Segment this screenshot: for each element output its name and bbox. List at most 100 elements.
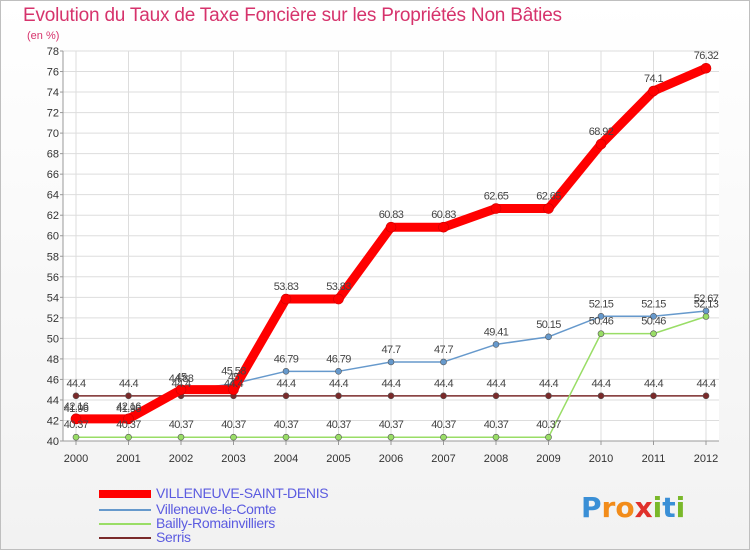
legend-label: Villeneuve-le-Comte xyxy=(156,501,277,517)
y-tick-label: 44 xyxy=(47,395,59,407)
data-label: 49.41 xyxy=(484,326,509,338)
y-tick-label: 56 xyxy=(47,272,59,284)
data-label: 44.4 xyxy=(591,378,610,390)
data-label: 47.7 xyxy=(381,344,400,356)
data-point xyxy=(650,392,657,400)
data-label: 40.37 xyxy=(64,419,89,431)
x-tick-label: 2003 xyxy=(221,453,245,465)
data-label: 60.83 xyxy=(431,209,456,221)
data-label: 44.4 xyxy=(171,378,190,390)
data-point xyxy=(282,433,290,441)
data-point xyxy=(597,313,605,320)
data-point xyxy=(335,433,342,441)
data-label: 42.16 xyxy=(64,401,89,413)
data-point xyxy=(492,341,500,348)
data-label: 40.37 xyxy=(536,419,561,431)
data-label: 44.4 xyxy=(276,378,295,390)
data-point xyxy=(72,433,80,441)
data-label: 47.7 xyxy=(434,344,453,356)
data-label: 45 xyxy=(175,372,187,384)
y-tick-label: 76 xyxy=(47,67,59,79)
data-label: 40.37 xyxy=(221,419,246,431)
x-tick-label: 2000 xyxy=(64,453,88,465)
data-point xyxy=(597,330,605,337)
data-label: 46.79 xyxy=(274,353,299,365)
logo-letter: x xyxy=(634,491,653,524)
chart-title: Evolution du Taux de Taxe Foncière sur l… xyxy=(23,5,562,26)
data-label: 45 xyxy=(228,372,240,384)
data-label: 42.16 xyxy=(116,401,141,413)
data-label: 44.88 xyxy=(169,373,194,385)
y-tick-label: 54 xyxy=(47,292,59,304)
data-label: 50.15 xyxy=(536,319,561,331)
y-tick-label: 70 xyxy=(47,128,59,140)
data-point xyxy=(545,433,552,441)
data-point xyxy=(700,62,712,74)
data-point xyxy=(650,330,657,337)
x-tick-label: 2006 xyxy=(379,453,403,465)
x-tick-label: 2004 xyxy=(274,453,298,465)
data-label: 44.4 xyxy=(224,378,243,390)
data-point xyxy=(543,203,554,214)
x-tick-label: 2009 xyxy=(536,453,560,465)
y-tick-label: 62 xyxy=(47,210,59,222)
data-point xyxy=(545,333,552,341)
data-label: 74.1 xyxy=(644,73,663,85)
y-tick-label: 52 xyxy=(47,313,59,325)
data-label: 41.96 xyxy=(116,403,141,415)
x-tick-label: 2012 xyxy=(694,453,718,465)
data-point xyxy=(492,392,500,400)
logo-letter: P xyxy=(581,491,602,524)
x-tick-label: 2002 xyxy=(169,453,193,465)
proxiti-logo: Proxiti xyxy=(581,491,685,524)
y-tick-label: 58 xyxy=(47,251,59,263)
x-tick-label: 2001 xyxy=(116,453,140,465)
data-label: 44.4 xyxy=(539,378,558,390)
data-label: 53.83 xyxy=(274,281,299,293)
data-point xyxy=(595,138,607,150)
data-point xyxy=(280,293,292,305)
logo-letter: i xyxy=(652,491,663,524)
data-point xyxy=(438,221,449,233)
data-point xyxy=(387,358,395,366)
data-label: 40.37 xyxy=(326,419,351,431)
data-point xyxy=(228,384,239,395)
data-point xyxy=(492,433,500,441)
data-point xyxy=(702,313,710,320)
legend-swatch xyxy=(99,523,151,525)
y-tick-label: 40 xyxy=(47,436,59,448)
data-point xyxy=(648,85,659,97)
logo-letter: r xyxy=(601,491,616,524)
y-tick-label: 42 xyxy=(47,415,59,427)
data-point xyxy=(385,221,397,233)
data-label: 44.4 xyxy=(66,378,85,390)
data-label: 40.37 xyxy=(379,419,404,431)
data-point xyxy=(440,392,447,400)
data-point xyxy=(177,433,185,441)
data-point xyxy=(490,203,502,214)
data-point xyxy=(123,413,134,425)
legend-swatch xyxy=(99,509,151,511)
legend-label: Serris xyxy=(156,529,191,545)
data-label: 60.83 xyxy=(379,209,404,221)
data-label: 45.58 xyxy=(221,366,246,378)
data-point xyxy=(545,392,552,400)
data-label: 44.4 xyxy=(329,378,348,390)
data-label: 44.4 xyxy=(486,378,505,390)
data-label: 40.37 xyxy=(484,419,509,431)
data-point xyxy=(282,392,290,400)
x-tick-label: 2008 xyxy=(484,453,508,465)
data-point xyxy=(335,368,342,375)
data-label: 44.4 xyxy=(381,378,400,390)
data-point xyxy=(440,433,447,441)
y-tick-label: 50 xyxy=(47,333,59,345)
data-point xyxy=(125,433,132,441)
data-point xyxy=(702,307,710,315)
data-label: 44.4 xyxy=(119,378,138,390)
data-label: 41.96 xyxy=(64,403,89,415)
legend-label: VILLENEUVE-SAINT-DENIS xyxy=(156,485,329,501)
logo-letter: t xyxy=(662,491,676,524)
data-label: 46.79 xyxy=(326,353,351,365)
data-point xyxy=(387,392,395,400)
